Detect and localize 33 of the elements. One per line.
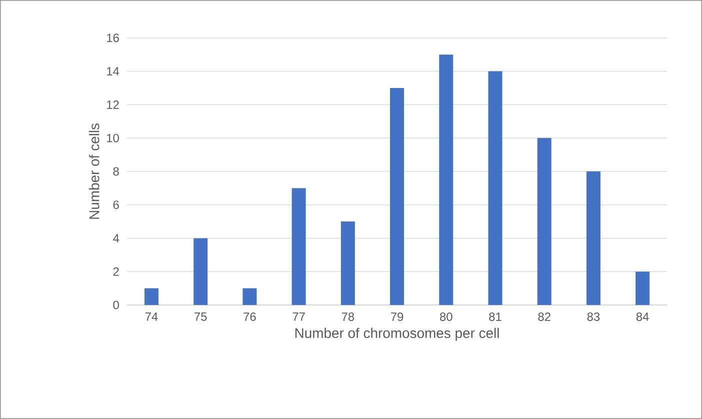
bar [636, 272, 650, 306]
x-axis-title: Number of chromosomes per cell [295, 328, 499, 341]
bar [537, 138, 552, 306]
y-axis-title: Number of cells [89, 124, 100, 219]
y-tick-label: 6 [113, 200, 119, 210]
x-tick-label: 76 [244, 312, 256, 322]
x-tick-label: 80 [440, 312, 452, 322]
y-tick-label: 10 [107, 134, 119, 142]
x-tick-label: 82 [538, 312, 550, 322]
x-tick-label: 75 [194, 312, 207, 321]
x-tick-label: 77 [292, 312, 305, 321]
x-tick-label: 81 [489, 312, 502, 322]
bar [488, 71, 502, 306]
bar [390, 88, 404, 306]
y-tick-label: 4 [113, 234, 120, 242]
x-tick-label: 84 [636, 312, 649, 322]
bar [439, 54, 454, 306]
y-tick-label: 12 [107, 100, 119, 109]
x-tick-label: 78 [342, 312, 354, 322]
y-tick-label: 2 [113, 267, 119, 276]
bar [340, 222, 355, 306]
bar [242, 288, 257, 306]
x-tick-label: 79 [390, 312, 404, 322]
y-tick-label: 8 [113, 167, 119, 176]
bar [194, 238, 208, 306]
y-tick-label: 16 [107, 34, 119, 42]
y-tick-label: 0 [113, 300, 119, 310]
y-tick-label: 14 [107, 67, 120, 76]
x-tick-label: 83 [587, 312, 600, 322]
x-tick-label: 74 [145, 312, 158, 321]
bar [292, 188, 306, 306]
bar [586, 171, 600, 306]
bar [144, 288, 158, 306]
